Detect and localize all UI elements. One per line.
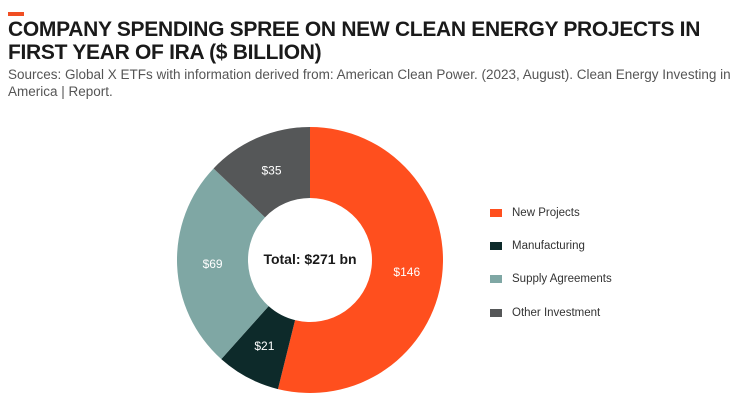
legend-swatch	[490, 241, 502, 250]
center-total-label: Total: $271 bn	[263, 251, 356, 267]
slice-label-other-investment: $35	[262, 163, 282, 177]
slice-other-investment	[213, 127, 310, 218]
legend-item-other-investment: Other Investment	[490, 296, 612, 329]
legend-label: Manufacturing	[512, 239, 585, 252]
slice-new-projects	[277, 127, 443, 393]
slice-label-new-projects: $146	[393, 265, 420, 279]
slice-manufacturing	[221, 306, 296, 390]
legend-swatch	[490, 275, 502, 284]
legend-label: New Projects	[512, 206, 580, 219]
chart-title: COMPANY SPENDING SPREE ON NEW CLEAN ENER…	[8, 18, 701, 64]
legend-item-supply-agreements: Supply Agreements	[490, 263, 612, 296]
legend-item-new-projects: New Projects	[490, 196, 612, 229]
slice-supply-agreements	[177, 168, 269, 360]
legend-swatch	[490, 308, 502, 317]
accent-bar	[8, 12, 24, 16]
slice-label-manufacturing: $21	[254, 339, 274, 353]
legend: New Projects Manufacturing Supply Agreemen…	[490, 196, 612, 329]
donut-slices	[177, 127, 443, 393]
slice-label-supply-agreements: $69	[203, 257, 223, 271]
legend-label: Supply Agreements	[512, 273, 612, 286]
legend-item-manufacturing: Manufacturing	[490, 229, 612, 262]
legend-swatch	[490, 208, 502, 217]
slice-labels: $146 $21 $69 $35	[203, 163, 421, 353]
chart-subtitle: Sources: Global X ETFs with information …	[8, 67, 731, 99]
legend-label: Other Investment	[512, 306, 601, 319]
